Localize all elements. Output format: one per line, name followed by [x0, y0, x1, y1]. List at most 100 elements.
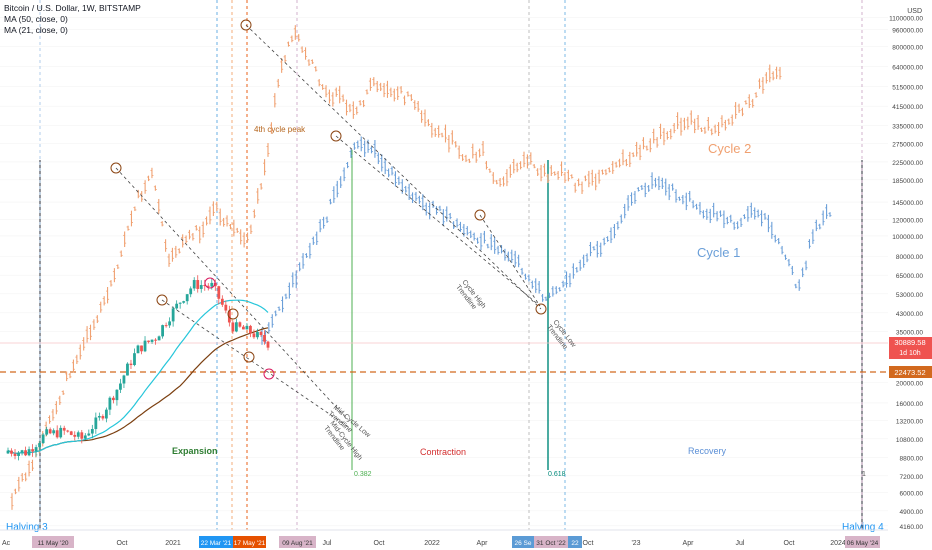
candle-body	[238, 322, 242, 327]
price-tick-label: 120000.00	[892, 217, 923, 224]
date-tag	[199, 536, 233, 548]
candle-body	[101, 416, 105, 419]
candle-body	[94, 417, 98, 430]
candle-body	[80, 432, 84, 439]
candle-body	[220, 298, 224, 305]
candle-body	[175, 303, 179, 309]
candle-body	[161, 325, 164, 337]
candle-body	[90, 429, 94, 434]
time-tick-label: 2021	[165, 540, 181, 547]
chart-legend: Bitcoin / U.S. Dollar, 1W, BITSTAMP MA (…	[4, 3, 141, 36]
time-tick-label: '23	[631, 540, 640, 547]
time-tick-label: Jul	[736, 540, 745, 547]
candle-body	[52, 430, 56, 434]
price-tick-label: 640000.00	[892, 65, 923, 72]
grid-lines	[0, 16, 888, 527]
date-tag	[512, 536, 534, 548]
candle-body	[97, 416, 101, 418]
date-tag-label: 22	[571, 540, 579, 547]
candle-body	[154, 339, 157, 341]
date-tag	[845, 536, 880, 548]
candle-body	[115, 389, 119, 401]
candle-body	[69, 431, 73, 435]
candle-body	[129, 363, 133, 366]
cycle2-series	[10, 25, 782, 510]
candle-body	[126, 363, 129, 376]
candle-body	[108, 397, 112, 410]
candle-body	[13, 453, 17, 456]
candle-body	[224, 304, 228, 311]
candle-body	[217, 286, 221, 299]
candle-body	[62, 427, 66, 431]
pivot-marker	[240, 19, 252, 31]
pivot-marker	[474, 209, 486, 221]
time-axis[interactable]: Oct2021JulOct2022AprJulOct'23AprJulOct20…	[0, 529, 888, 548]
level-tag	[889, 366, 932, 378]
candle-body	[76, 432, 80, 437]
ma50-legend: MA (50, close, 0)	[4, 14, 68, 24]
candle-body	[164, 325, 168, 327]
price-tick-label: 53000.00	[896, 292, 923, 299]
countdown-value: 1d 10h	[899, 350, 921, 357]
time-tick-label: Oct	[117, 540, 128, 547]
date-tag	[279, 536, 316, 548]
price-tick-label: 10800.00	[896, 437, 923, 444]
price-tick-label: 275000.00	[892, 142, 923, 149]
time-tick-label: 2024	[830, 540, 846, 547]
candle-body	[182, 301, 186, 303]
candle-body	[171, 308, 175, 322]
date-tag	[568, 536, 582, 548]
candle-body	[66, 430, 70, 432]
candle-body	[38, 443, 42, 448]
candle-body	[83, 435, 87, 439]
date-tag	[233, 536, 266, 548]
last-price-value: 30889.58	[894, 338, 925, 347]
price-tick-label: 4900.00	[900, 509, 924, 516]
level-value: 22473.52	[894, 368, 925, 377]
price-axis[interactable]: 1100000.00 960000.00 800000.00 640000.00 515…	[889, 0, 932, 531]
price-tick-label: 4160.00	[900, 524, 924, 531]
candle-body	[143, 340, 147, 352]
date-tag-label: 06 May '24	[847, 540, 879, 547]
event-lines	[39, 0, 863, 530]
pivot-marker	[330, 130, 342, 142]
price-tick-label: 35000.00	[896, 330, 923, 337]
candle-body	[199, 285, 203, 289]
candle-body	[150, 339, 154, 342]
candle-body	[147, 340, 150, 342]
candle-body	[196, 280, 200, 289]
price-tick-label: 800000.00	[892, 44, 923, 51]
candle-body	[210, 282, 214, 287]
pivot-marker	[204, 277, 216, 289]
time-tick-label: 2022	[424, 540, 440, 547]
date-tag-label: 22 Mar '21	[201, 540, 232, 547]
date-tag	[32, 536, 74, 548]
expansion-label: Expansion	[172, 446, 218, 456]
candle-body	[249, 325, 252, 334]
price-tick-label: 20000.00	[896, 381, 923, 388]
pivot-marker	[227, 308, 239, 320]
candle-body	[266, 341, 270, 348]
candle-body	[24, 450, 27, 456]
candle-body	[20, 450, 24, 453]
time-tick-label: Jul	[323, 540, 332, 547]
trendlines	[115, 24, 542, 429]
candle-body	[104, 409, 108, 419]
price-tick-label: 335000.00	[892, 124, 923, 131]
candle-body	[168, 321, 172, 326]
date-tag-label: 31 Oct '22	[536, 540, 566, 547]
time-tick-label: Oct	[784, 540, 795, 547]
price-tick-label: 65000.00	[896, 273, 923, 280]
ma21-legend: MA (21, close, 0)	[4, 25, 68, 35]
price-tick-label: 8800.00	[900, 455, 924, 462]
price-tick-label: 515000.00	[892, 84, 923, 91]
price-tick-label: 960000.00	[892, 28, 923, 35]
candle-body	[256, 332, 259, 338]
price-tick-label: 16000.00	[896, 401, 923, 408]
candle-body	[34, 447, 38, 452]
pivot-marker	[156, 294, 168, 306]
candle-body	[189, 288, 193, 295]
candle-body	[122, 375, 126, 384]
date-tag-label: 17 May '21	[234, 540, 266, 547]
